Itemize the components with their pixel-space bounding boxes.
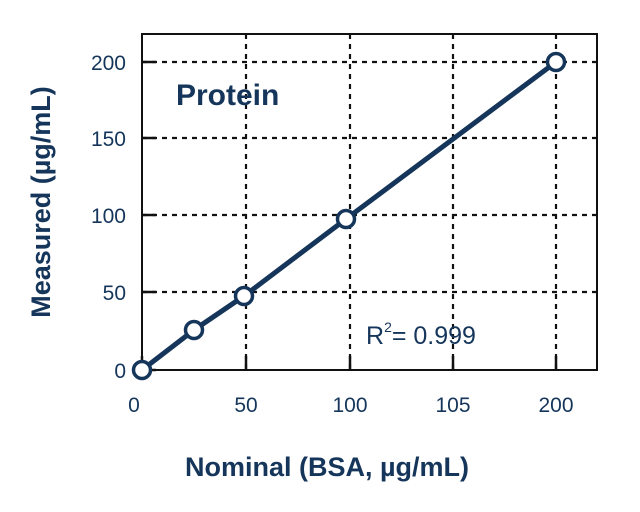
data-series bbox=[131, 51, 567, 381]
r-squared-value: = 0.999 bbox=[392, 322, 476, 350]
x-tick-label: 50 bbox=[234, 394, 257, 417]
plot-border bbox=[141, 33, 598, 371]
y-tick-label: 100 bbox=[91, 205, 126, 228]
r-squared-annotation: R2= 0.999 bbox=[366, 319, 476, 350]
y-axis-title: Measured (µg/mL) bbox=[26, 86, 56, 318]
x-tick-labels: 0 50 100 105 200 bbox=[128, 394, 573, 417]
gridlines bbox=[142, 34, 597, 370]
r-squared-base: R bbox=[366, 322, 384, 350]
data-point-marker bbox=[233, 285, 255, 307]
y-tick-label: 50 bbox=[103, 282, 126, 305]
axis-ticks bbox=[140, 60, 558, 372]
x-tick-label: 100 bbox=[332, 394, 367, 417]
data-point-marker bbox=[131, 359, 153, 381]
x-tick-label: 0 bbox=[128, 394, 140, 417]
y-tick-label: 0 bbox=[114, 360, 126, 383]
y-tick-label: 150 bbox=[91, 128, 126, 151]
x-tick-label: 200 bbox=[538, 394, 573, 417]
chart-title: Protein bbox=[176, 79, 279, 112]
plot-frame bbox=[141, 33, 598, 371]
r-squared-superscript: 2 bbox=[384, 319, 392, 335]
x-tick-label: 105 bbox=[435, 394, 470, 417]
y-tick-label: 200 bbox=[91, 52, 126, 75]
y-tick-labels: 0 50 100 150 200 bbox=[91, 52, 126, 383]
data-point-marker bbox=[545, 51, 567, 73]
data-point-marker bbox=[183, 319, 205, 341]
x-axis-title: Nominal (BSA, µg/mL) bbox=[185, 452, 469, 482]
data-point-marker bbox=[335, 208, 357, 230]
